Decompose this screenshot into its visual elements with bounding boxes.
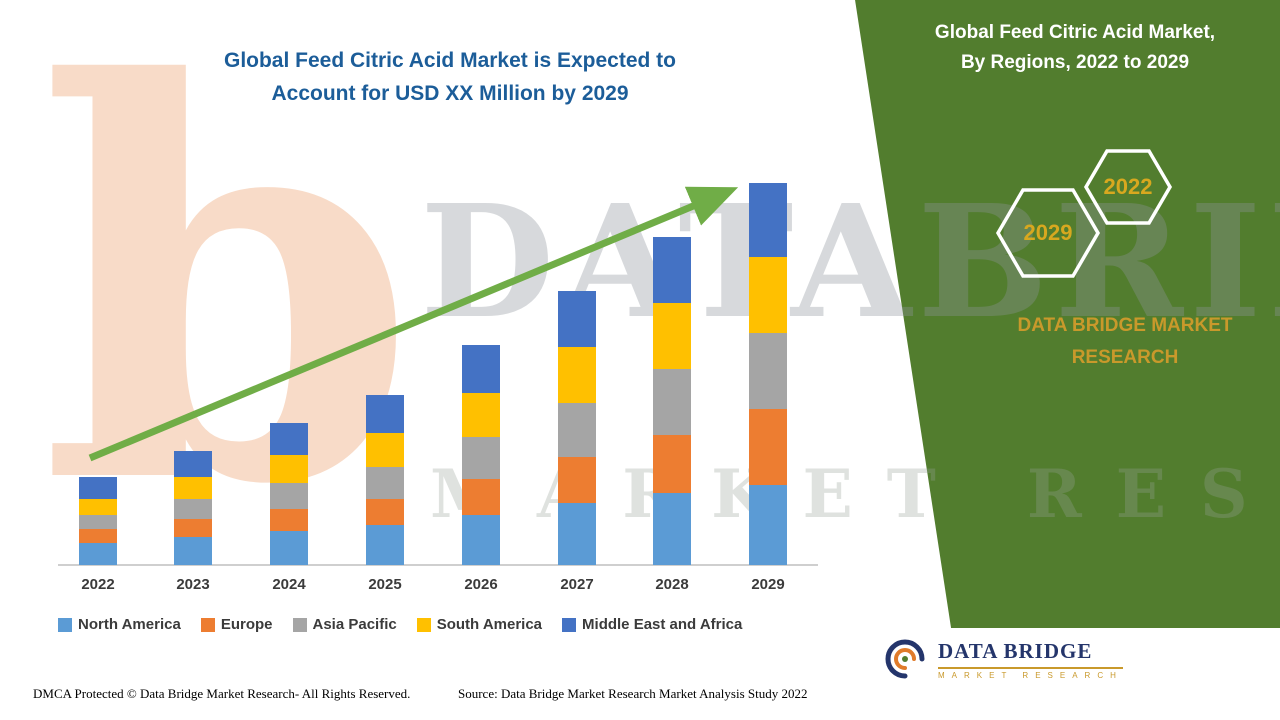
bar-segment-middle-east-and-africa [270,423,308,455]
bar-segment-asia-pacific [462,437,500,479]
chart-title-line1: Global Feed Citric Acid Market is Expect… [223,49,676,72]
bar-segment-north-america [462,515,500,565]
bar-segment-south-america [653,303,691,369]
bar-segment-europe [462,479,500,515]
logo-subtitle: MARKET RESEARCH [938,666,1123,680]
bar-segment-europe [366,499,404,525]
bar-segment-north-america [366,525,404,565]
hexagon-2029-shape [995,188,1101,278]
bar-segment-south-america [174,477,212,499]
bar-segment-europe [653,435,691,493]
bar-segment-north-america [270,531,308,565]
brand-text: DATA BRIDGE MARKET RESEARCH [1017,315,1233,369]
bar-segment-asia-pacific [558,403,596,457]
bar-segment-south-america [366,433,404,467]
legend-label: Asia Pacific [312,616,397,633]
legend-swatch [562,617,577,632]
bar-segment-north-america [174,537,212,565]
bar-segment-europe [79,529,117,543]
logo-title: DATA BRIDGE [938,638,1093,663]
legend-item: North America [58,616,181,633]
legend-swatch [200,617,215,632]
x-axis-label: 2029 [751,576,785,593]
bar-segment-south-america [558,347,596,403]
side-panel-title-line2: By Regions, 2022 to 2029 [960,52,1190,74]
legend-label: Middle East and Africa [582,616,743,633]
logo-swirl-icon [885,639,925,679]
bar-segment-south-america [79,499,117,515]
bar-segment-asia-pacific [174,499,212,519]
source-text: Source: Data Bridge Market Research Mark… [458,686,808,701]
bar-segment-middle-east-and-africa [366,395,404,433]
bar-segment-asia-pacific [270,483,308,509]
x-axis-label: 2028 [655,576,689,593]
bar-segment-asia-pacific [749,333,787,409]
trend-arrow-line [88,186,739,462]
dmca-text: DMCA Protected © Data Bridge Market Rese… [33,686,411,701]
bar-segment-europe [558,457,596,503]
legend-label: South America [436,616,543,633]
bar-segment-europe [270,509,308,531]
logo-wordmark: DATA BRIDGE MARKET RESEARCH [938,639,1123,680]
data-bridge-logo: DATA BRIDGE MARKET RESEARCH [882,636,1123,682]
legend-swatch [58,617,72,632]
side-panel-title-line1: Global Feed Citric Acid Market, [934,22,1216,43]
bar-segment-asia-pacific [366,467,404,499]
hexagon-2022-shape [1083,149,1173,225]
bar-segment-south-america [270,455,308,483]
bar-segment-north-america [558,503,596,565]
bar-segment-middle-east-and-africa [749,183,787,257]
legend-item: Asia Pacific [292,616,397,633]
legend-item: Europe [200,616,273,633]
logo-panel-background [866,628,1280,720]
x-axis-label: 2025 [368,576,402,593]
bar-segment-europe [174,519,212,537]
x-axis-line [58,564,818,566]
bar-segment-middle-east-and-africa [79,477,117,499]
bar-segment-south-america [749,257,787,333]
bar-segment-middle-east-and-africa [462,345,500,393]
hexagon-badges: 2022 2029 [995,149,1173,278]
bar-segment-asia-pacific [653,369,691,435]
badge-year-2022: 2022 [1104,174,1153,199]
legend-swatch [416,617,431,632]
x-axis-label: 2022 [81,576,115,593]
bar-segment-middle-east-and-africa [558,291,596,347]
legend-label: North America [78,616,181,633]
chart-title-line2: Account for USD XX Million by 2029 [271,81,629,105]
x-axis-label: 2024 [272,576,306,593]
legend-item: Middle East and Africa [562,616,742,633]
bar-segment-north-america [79,543,117,565]
bar-segment-europe [749,409,787,485]
bar-segment-north-america [749,485,787,565]
bar-segment-south-america [462,393,500,437]
legend-swatch [292,617,307,632]
x-axis-label: 2026 [464,576,498,593]
legend: North America Europe Asia Pacific South Ame… [58,616,828,633]
x-axis-label: 2023 [176,576,210,593]
bar-segment-middle-east-and-africa [174,451,212,477]
bar-segment-middle-east-and-africa [653,237,691,303]
chart-title: Global Feed Citric Acid Market is Expect… [170,45,730,110]
legend-item: South America [416,616,543,633]
x-axis-label: 2027 [560,576,594,593]
side-panel-title: Global Feed Citric Acid Market, By Regio… [875,18,1275,79]
badge-year-2029: 2029 [1024,220,1073,245]
bar-segment-north-america [653,493,691,565]
bar-segment-asia-pacific [79,515,117,529]
legend-label: Europe [220,616,273,633]
